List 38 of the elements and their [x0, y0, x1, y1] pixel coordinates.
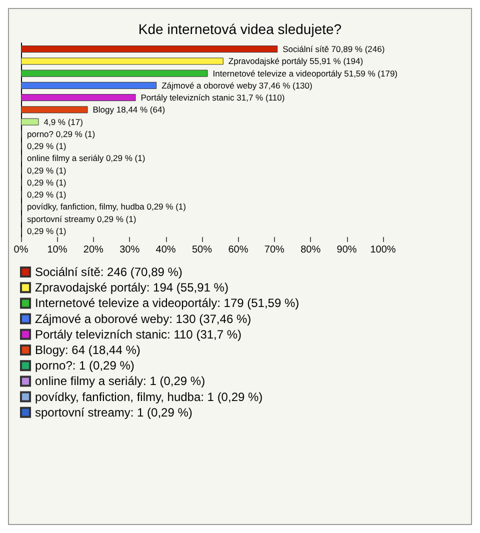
text: 0,29 % (1): [27, 141, 66, 152]
legend-label: Internetové televize a videoportály: 179 (51,59 %): [35, 296, 300, 310]
x-tick-label: 80%: [300, 244, 321, 256]
legend-label: Zpravodajské portály: 194 (55,91 %): [35, 280, 228, 295]
x-tick-label: 50%: [192, 244, 212, 256]
legend-label: Zájmové a oborové weby: 130 (37,46 %): [35, 312, 252, 326]
x-tick-label: 40%: [156, 244, 176, 256]
category-label: sportovní streamy 0,29 % (1): [27, 214, 136, 224]
legend-label: online filmy a seriály: 1 (0,29 %): [35, 374, 206, 388]
x-tick-label: 100%: [370, 244, 396, 256]
category-label: Zpravodajské portály 55,91 % (194): [228, 56, 364, 66]
text: 0,29 % (1): [27, 226, 66, 236]
x-tick-label: 0%: [14, 244, 28, 256]
legend-label: Sociální sítě: 246 (70,89 %): [35, 265, 182, 279]
text: 0,29 % (1): [27, 190, 66, 200]
category-label: Internetové televize a videoportály 51,59 % (179): [212, 68, 398, 78]
category-label: online filmy a seriály 0,29 % (1): [27, 153, 146, 164]
category-label: Blogy 18,44 % (64): [92, 104, 166, 115]
legend-label: povídky, fanfiction, filmy, hudba: 1 (0,29 %): [35, 390, 263, 404]
x-tick-label: 70%: [264, 244, 285, 256]
x-tick-label: 10%: [47, 244, 68, 256]
category-label: povídky, fanfiction, filmy, hudba 0,29 % (1): [27, 202, 186, 212]
legend-label: porno?: 1 (0,29 %): [35, 358, 134, 373]
x-tick-label: 20%: [83, 244, 104, 256]
category-label: porno? 0,29 % (1): [27, 128, 96, 139]
x-tick-label: 30%: [120, 244, 140, 256]
legend-label: Portály televizních stanic: 110 (31,7 %): [35, 327, 242, 342]
category-label: Sociální sítě 70,89 % (246): [282, 44, 385, 54]
chart-title: Kde internetová videa sledujete?: [138, 21, 342, 37]
x-tick-label: 60%: [228, 244, 248, 256]
text: 0,29 % (1): [27, 165, 66, 176]
legend-label: Blogy: 64 (18,44 %): [35, 343, 140, 357]
category-label: Zájmové a oborové weby 37,46 % (130): [162, 80, 312, 90]
x-tick-label: 90%: [336, 244, 357, 256]
text: 0,29 % (1): [27, 177, 66, 188]
legend-label: sportovní streamy: 1 (0,29 %): [35, 405, 192, 420]
text: 4,9 % (17): [44, 116, 83, 127]
category-label: Portály televizních stanic 31,7 % (110): [140, 92, 285, 103]
